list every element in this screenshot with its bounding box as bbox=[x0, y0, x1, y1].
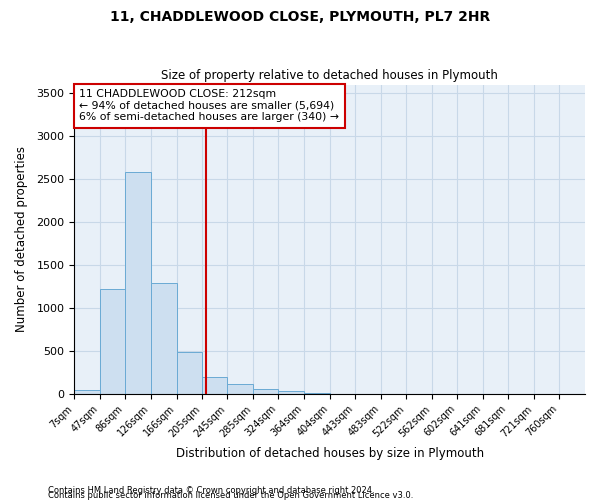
Bar bbox=[278, 392, 304, 394]
Bar bbox=[176, 352, 202, 394]
Text: 11, CHADDLEWOOD CLOSE, PLYMOUTH, PL7 2HR: 11, CHADDLEWOOD CLOSE, PLYMOUTH, PL7 2HR bbox=[110, 10, 490, 24]
X-axis label: Distribution of detached houses by size in Plymouth: Distribution of detached houses by size … bbox=[176, 447, 484, 460]
Bar bbox=[151, 283, 176, 394]
Text: Contains public sector information licensed under the Open Government Licence v3: Contains public sector information licen… bbox=[48, 491, 413, 500]
Bar bbox=[253, 389, 278, 394]
Bar bbox=[125, 172, 151, 394]
Text: 11 CHADDLEWOOD CLOSE: 212sqm
← 94% of detached houses are smaller (5,694)
6% of : 11 CHADDLEWOOD CLOSE: 212sqm ← 94% of de… bbox=[79, 89, 339, 122]
Y-axis label: Number of detached properties: Number of detached properties bbox=[15, 146, 28, 332]
Title: Size of property relative to detached houses in Plymouth: Size of property relative to detached ho… bbox=[161, 69, 498, 82]
Text: Contains HM Land Registry data © Crown copyright and database right 2024.: Contains HM Land Registry data © Crown c… bbox=[48, 486, 374, 495]
Bar bbox=[74, 390, 100, 394]
Bar bbox=[227, 384, 253, 394]
Bar bbox=[202, 377, 227, 394]
Bar bbox=[304, 393, 330, 394]
Bar bbox=[100, 289, 125, 394]
